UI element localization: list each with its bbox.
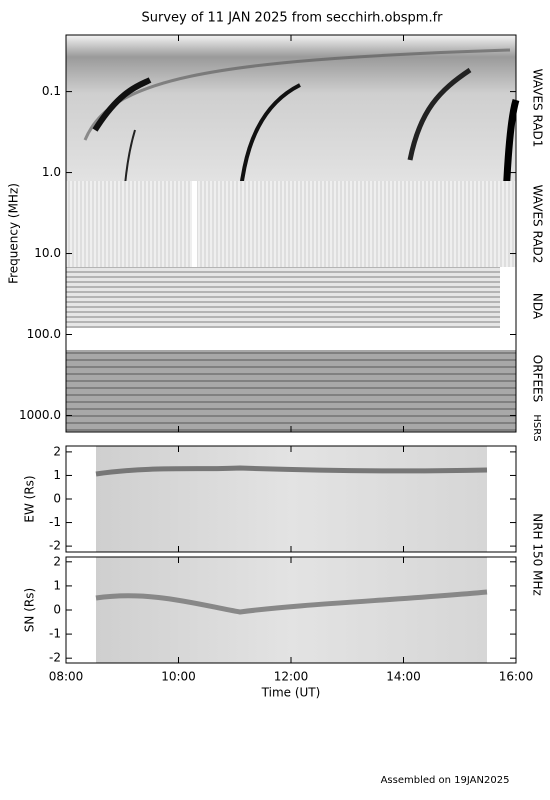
- instrument-label: NRH 150 MHz: [531, 513, 545, 596]
- spectrogram-image: [66, 35, 520, 432]
- nrh-image: [95, 446, 488, 663]
- y-tick-label: -2: [49, 651, 61, 665]
- y-tick-label: 1: [53, 468, 61, 482]
- y-tick-label: 2: [53, 554, 61, 568]
- footer: Assembled on 19JAN2025: [381, 775, 510, 786]
- y-tick-label: 0.1: [42, 84, 61, 98]
- y-tick-label: -2: [49, 539, 61, 553]
- y-tick-label: 0: [53, 492, 61, 506]
- y-tick-label: 1: [53, 578, 61, 592]
- x-axis-label: Time (UT): [261, 686, 321, 700]
- x-tick-label: 14:00: [386, 670, 421, 684]
- x-tick-label: 16:00: [499, 670, 534, 684]
- y-axis-label: EW (Rs): [23, 475, 37, 522]
- instrument-label: HSRS: [531, 414, 542, 441]
- instrument-label: WAVES RAD1: [531, 69, 545, 148]
- y-axis-label: Frequency (MHz): [7, 183, 21, 284]
- y-tick-label: 2: [53, 444, 61, 458]
- instrument-label: WAVES RAD2: [531, 185, 545, 264]
- y-tick-label: 100.0: [27, 327, 61, 341]
- y-tick-label: -1: [49, 627, 61, 641]
- x-tick-label: 08:00: [49, 670, 84, 684]
- y-tick-label: 10.0: [34, 246, 61, 260]
- x-tick-label: 12:00: [274, 670, 309, 684]
- y-tick-label: 1.0: [42, 165, 61, 179]
- y-tick-label: 0: [53, 603, 61, 617]
- title: Survey of 11 JAN 2025 from secchirh.obsp…: [142, 11, 444, 26]
- y-tick-label: 1000.0: [19, 408, 61, 422]
- instrument-label: NDA: [531, 293, 545, 320]
- y-tick-label: -1: [49, 515, 61, 529]
- y-axis-label: SN (Rs): [23, 588, 37, 632]
- x-tick-label: 10:00: [161, 670, 196, 684]
- instrument-label: ORFEES: [531, 355, 545, 402]
